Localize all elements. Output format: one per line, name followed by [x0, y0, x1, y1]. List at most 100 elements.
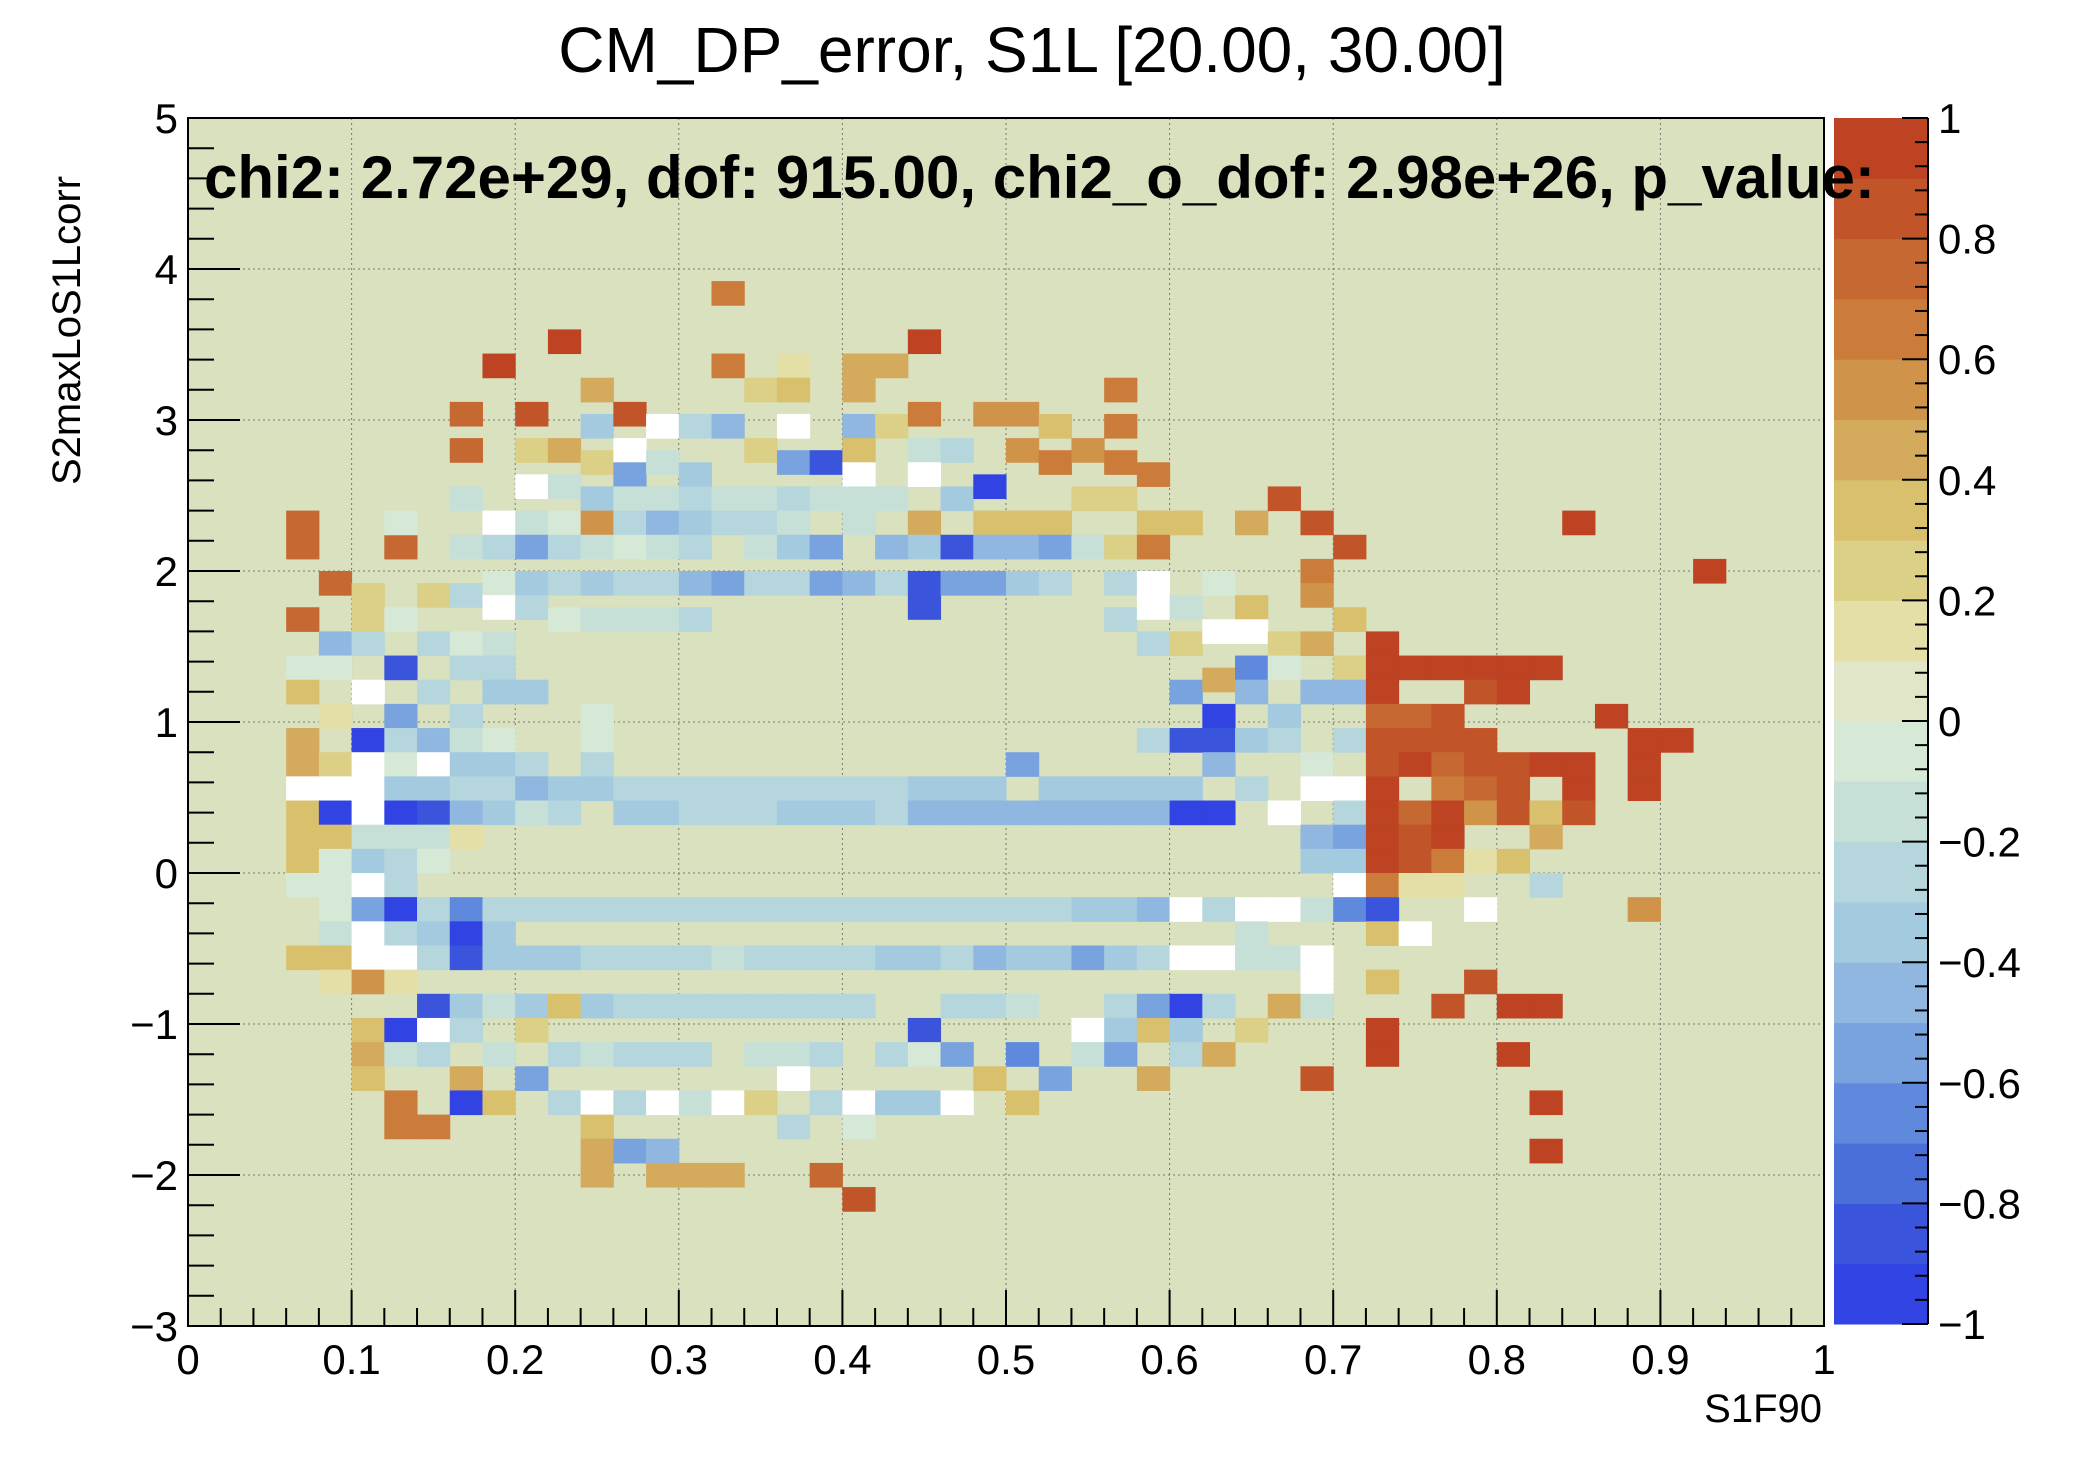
x-tick-label: 0.5 [977, 1336, 1035, 1383]
heatmap-bin [711, 281, 745, 306]
heatmap-bin [613, 897, 647, 922]
color-scale-swatch [1834, 419, 1928, 481]
heatmap-bin [776, 945, 811, 971]
heatmap-bin [1300, 1066, 1334, 1091]
heatmap-bin [1104, 776, 1138, 802]
heatmap-bin [646, 993, 680, 1019]
heatmap-bin [384, 728, 418, 753]
heatmap-bin [776, 534, 811, 560]
x-tick-label: 0.2 [486, 1336, 544, 1383]
heatmap-bin [515, 1017, 549, 1043]
heatmap-bin [547, 1042, 582, 1067]
heatmap-bin [907, 1042, 942, 1067]
heatmap-bin [776, 377, 811, 403]
heatmap-bin [1529, 1138, 1563, 1164]
heatmap-bin [449, 921, 483, 946]
heatmap-bin [417, 897, 451, 922]
heatmap-bin [351, 776, 385, 802]
heatmap-bin [678, 534, 713, 560]
heatmap-bin [580, 510, 614, 536]
heatmap-bin [776, 776, 811, 802]
heatmap-bin [776, 800, 811, 826]
heatmap-bin [1300, 969, 1334, 995]
y-tick-label: −2 [130, 1152, 178, 1199]
heatmap-bin [515, 401, 549, 427]
heatmap-bin [580, 1114, 614, 1140]
heatmap-bin [1365, 897, 1400, 922]
heatmap-bin [1136, 945, 1171, 971]
heatmap-bin [1235, 1017, 1269, 1043]
heatmap-bin [580, 993, 614, 1019]
heatmap-bin [940, 438, 974, 463]
heatmap-bin [351, 583, 385, 608]
color-scale-axis: −1 −0.8 −0.6 −0.4 −0.2 0 0.2 0.4 0.6 0.8 1 [1902, 95, 2021, 1348]
heatmap-bin [646, 486, 680, 512]
heatmap-bin [973, 534, 1007, 560]
heatmap-bin [515, 571, 549, 596]
x-tick-label: 0.1 [322, 1336, 380, 1383]
heatmap-bin [449, 945, 483, 971]
heatmap-bin [417, 945, 451, 971]
heatmap-bin [1038, 534, 1072, 560]
heatmap-bin [613, 945, 647, 971]
heatmap-bin [678, 510, 713, 536]
heatmap-bin [711, 353, 745, 379]
heatmap-bin [351, 1042, 385, 1067]
heatmap-bin [1365, 655, 1400, 681]
heatmap-bin [384, 800, 418, 826]
heatmap-bin [744, 945, 778, 971]
heatmap-bin [1169, 776, 1203, 802]
heatmap-bin [842, 353, 876, 379]
heatmap-bin [1104, 1017, 1138, 1043]
heatmap-bin [1169, 993, 1203, 1019]
heatmap-bin [1267, 728, 1301, 753]
heatmap-bin [809, 993, 843, 1019]
heatmap-bin [646, 450, 680, 475]
heatmap-bin [646, 413, 680, 439]
heatmap-bin [1431, 703, 1465, 729]
heatmap-bin [907, 595, 942, 620]
heatmap-bin [449, 993, 483, 1019]
heatmap-bin [286, 848, 320, 874]
heatmap-bin [875, 1090, 909, 1116]
y-tick-label: −1 [130, 1001, 178, 1048]
heatmap-bin [384, 1042, 418, 1067]
heatmap-bin [1496, 752, 1531, 777]
chart-title: CM_DP_error, S1L [20.00, 30.00] [558, 14, 1506, 86]
heatmap-bin [1300, 752, 1334, 777]
heatmap-bin [1300, 679, 1334, 705]
heatmap-bin [547, 438, 582, 463]
heatmap-bin [842, 800, 876, 826]
heatmap-bin [1431, 776, 1465, 802]
heatmap-bin [547, 329, 582, 355]
heatmap-bin [1562, 800, 1596, 826]
heatmap-bin [776, 897, 811, 922]
heatmap-bin [417, 631, 451, 657]
heatmap-bin [613, 776, 647, 802]
heatmap-bin [547, 776, 582, 802]
heatmap-bin [678, 993, 713, 1019]
heatmap-bin [482, 655, 516, 681]
heatmap-bin [1496, 993, 1531, 1019]
heatmap-bin [1496, 848, 1531, 874]
heatmap-bin [842, 776, 876, 802]
color-scale-swatch [1834, 298, 1928, 360]
heatmap-bin [482, 534, 516, 560]
heatmap-bin [351, 873, 385, 898]
heatmap-bin [1136, 728, 1171, 753]
heatmap-bin [1496, 655, 1531, 681]
color-scale-swatch [1834, 841, 1928, 903]
heatmap-bin [1431, 752, 1465, 777]
heatmap-bin [940, 1090, 974, 1116]
heatmap-bin [1398, 873, 1432, 898]
heatmap-bin [940, 534, 974, 560]
heatmap-bin [875, 486, 909, 512]
heatmap-bin [1398, 921, 1432, 946]
heatmap-bin [875, 945, 909, 971]
heatmap-bin [318, 571, 353, 596]
heatmap-bin [1693, 558, 1727, 584]
color-scale-swatch [1834, 1263, 1928, 1325]
y-tick-label: −3 [130, 1303, 178, 1350]
heatmap-bin [809, 1162, 843, 1188]
